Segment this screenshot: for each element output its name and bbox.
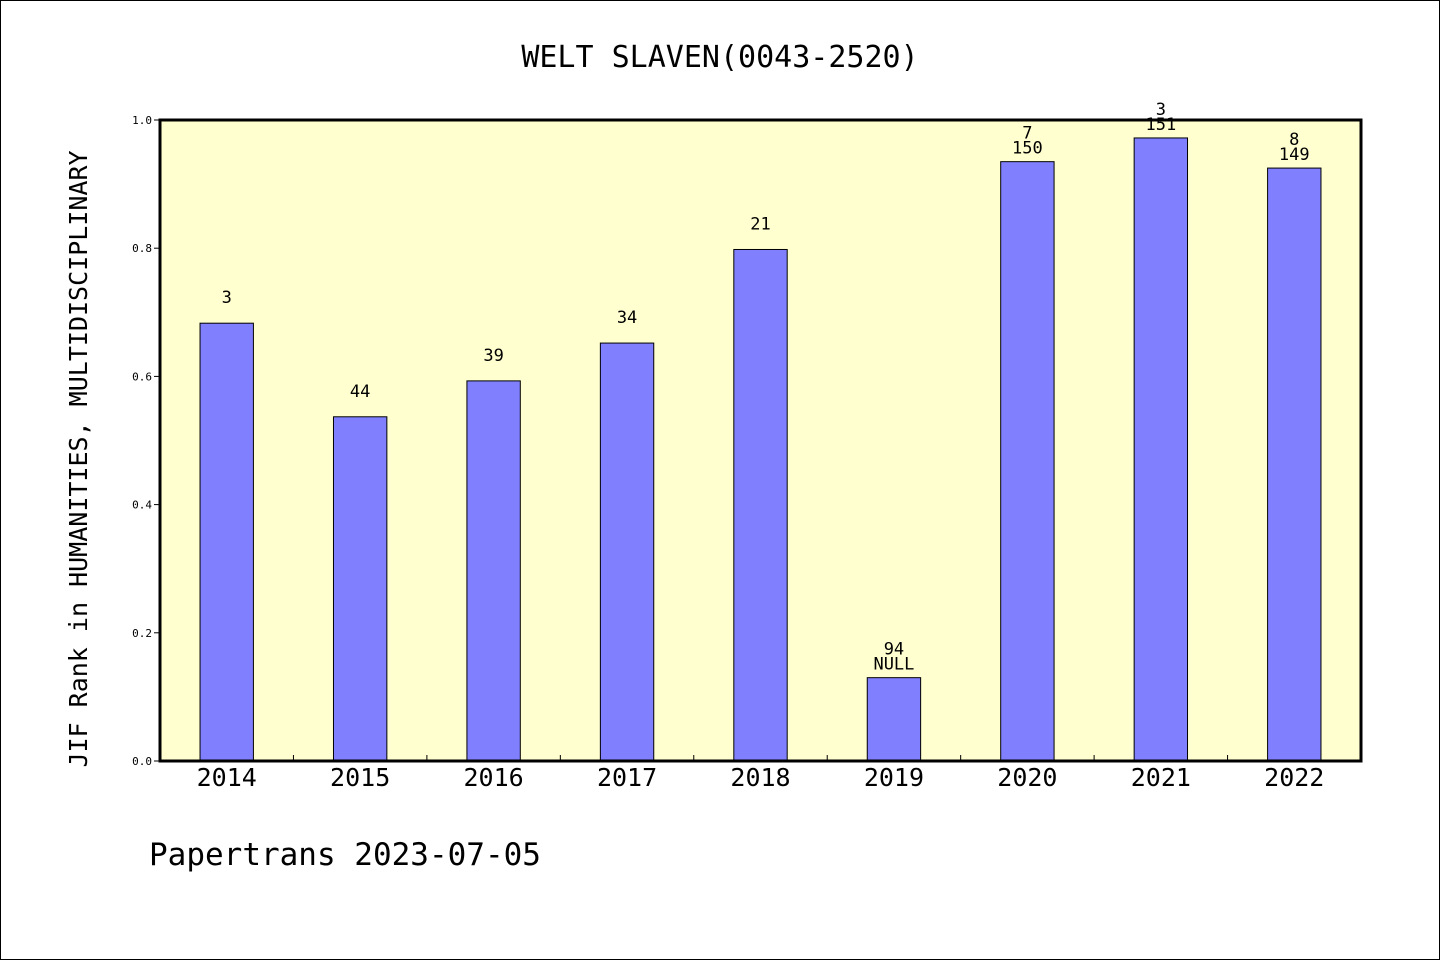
data-label: 149 [1279,145,1310,165]
bar [866,677,922,762]
data-label: 34 [617,308,637,328]
bar [599,342,655,762]
bar-series [199,137,1322,762]
bar [1267,167,1322,762]
y-axis: 0.0 0.2 0.4 0.6 0.8 1.0 [132,114,160,768]
bar [199,322,254,762]
plot-border [158,118,1363,763]
data-label: 39 [483,346,503,366]
y-tick-label: 0.4 [132,499,152,512]
bar [332,416,388,762]
y-tick-label: 0.8 [132,242,152,255]
data-label: 3 [1156,100,1166,120]
data-label: 8 [1289,130,1299,150]
data-label: 151 [1145,115,1176,135]
data-label: 3 [222,288,232,308]
data-label: 44 [350,382,370,402]
x-tick-label: 2022 [1264,763,1324,792]
data-label: 21 [750,214,770,234]
x-tick-label: 2020 [997,763,1057,792]
footer-text: Papertrans 2023-07-05 [149,837,541,873]
y-tick-label: 1.0 [132,114,152,127]
y-tick-label: 0.2 [132,627,152,640]
data-label: 94 [884,640,904,660]
y-axis-label: JIF Rank in HUMANITIES, MULTIDISCIPLINAR… [64,150,93,767]
bar [733,248,788,762]
x-tick-label: 2014 [197,763,257,792]
x-tick-label: 2017 [597,763,657,792]
y-tick-label: 0.0 [132,755,152,768]
x-axis: 2014 2015 2016 2017 2018 2019 2020 2021 2022 [197,755,1324,792]
x-tick-label: 2016 [464,763,524,792]
x-tick-label: 2018 [730,763,790,792]
data-label: 7 [1022,124,1032,144]
data-label: NULL [873,655,914,675]
bar [1133,137,1189,762]
x-tick-label: 2021 [1131,763,1191,792]
bar [466,380,521,762]
x-tick-label: 2019 [864,763,924,792]
y-tick-label: 0.6 [132,370,152,383]
x-tick-label: 2015 [330,763,390,792]
data-label: 150 [1012,139,1043,159]
chart-title: WELT SLAVEN(0043-2520) [521,40,918,75]
bar [1000,161,1055,762]
